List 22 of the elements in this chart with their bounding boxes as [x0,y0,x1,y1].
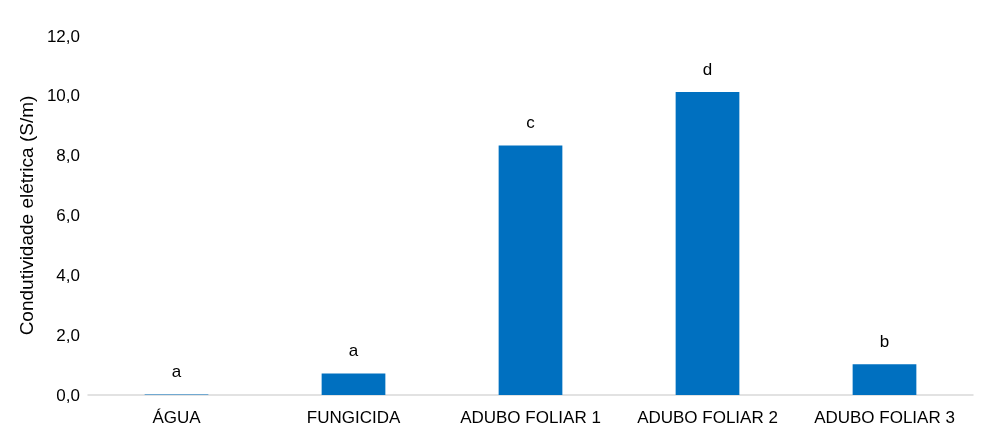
x-tick-label: ADUBO FOLIAR 2 [637,408,778,427]
annotation: a [348,341,359,361]
y-tick-label: 8,0 [56,146,80,166]
bar [321,373,386,395]
annotation: c [526,113,536,133]
y-tick-label: 4,0 [56,265,80,285]
bar [498,145,563,395]
y-tick-label: 10,0 [46,86,80,106]
annotation: a [171,362,182,382]
x-tick-label: FUNGICIDA [306,408,401,427]
x-tick-label: ÁGUA [152,408,202,427]
x-tick-label: ADUBO FOLIAR 3 [814,408,955,427]
y-tick-label: 6,0 [56,206,80,225]
x-tick-label: ADUBO FOLIAR 1 [460,408,601,427]
y-tick-label: 2,0 [56,325,80,345]
bar [675,91,740,395]
y-tick-label: 0,0 [56,385,80,405]
y-axis-title: Condutividade elétrica (S/m) [16,95,37,336]
y-tick-label: 12,0 [46,26,80,46]
annotation: d [702,59,713,79]
bar [852,364,917,395]
annotation: b [879,332,890,352]
